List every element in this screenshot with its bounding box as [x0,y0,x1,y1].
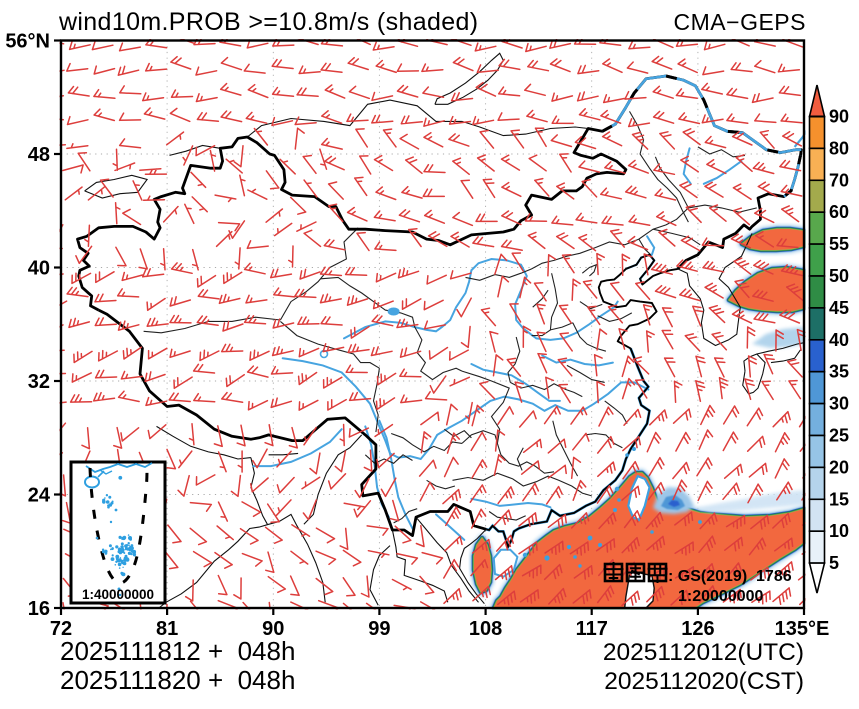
svg-text:: GS(2019) 1786: : GS(2019) 1786 [668,568,792,585]
svg-text:35: 35 [829,362,849,382]
svg-text:32: 32 [28,371,50,393]
svg-text:60: 60 [829,202,849,222]
svg-text:15: 15 [829,489,849,509]
svg-text:2025111812 + 048h: 2025111812 + 048h [60,636,295,666]
svg-text:10: 10 [829,521,849,541]
svg-text:30: 30 [829,394,849,414]
svg-text:1:40000000: 1:40000000 [82,587,154,602]
svg-text:2025112020(CST): 2025112020(CST) [604,668,804,695]
svg-text:117: 117 [576,618,608,640]
svg-text:5: 5 [829,553,839,573]
svg-text:56°N: 56°N [5,31,50,53]
svg-text:108: 108 [469,618,502,640]
svg-text:40: 40 [28,258,50,280]
svg-text:70: 70 [829,170,849,190]
svg-text:90: 90 [262,618,284,640]
svg-text:55: 55 [829,234,849,254]
svg-text:81: 81 [156,618,178,640]
svg-text:126: 126 [681,618,714,640]
svg-text:25: 25 [829,426,849,446]
svg-text:80: 80 [829,138,849,158]
svg-text:2025112012(UTC): 2025112012(UTC) [603,639,804,666]
svg-text:72: 72 [50,618,72,640]
svg-text:CMA−GEPS: CMA−GEPS [674,9,806,35]
svg-text:16: 16 [28,598,50,620]
svg-text:90: 90 [829,107,849,127]
svg-text:48: 48 [28,144,50,166]
svg-text:20: 20 [829,457,849,477]
svg-text:24: 24 [28,485,51,507]
svg-text:1:20000000: 1:20000000 [678,588,764,605]
svg-text:45: 45 [829,298,849,318]
svg-text:2025111820 + 048h: 2025111820 + 048h [60,665,295,695]
svg-text:wind10m.PROB >=10.8m/s (shaded: wind10m.PROB >=10.8m/s (shaded) [58,8,478,36]
svg-text:50: 50 [829,266,849,286]
svg-text:135°E: 135°E [775,618,830,640]
svg-text:40: 40 [829,330,849,350]
svg-text:99: 99 [368,618,390,640]
